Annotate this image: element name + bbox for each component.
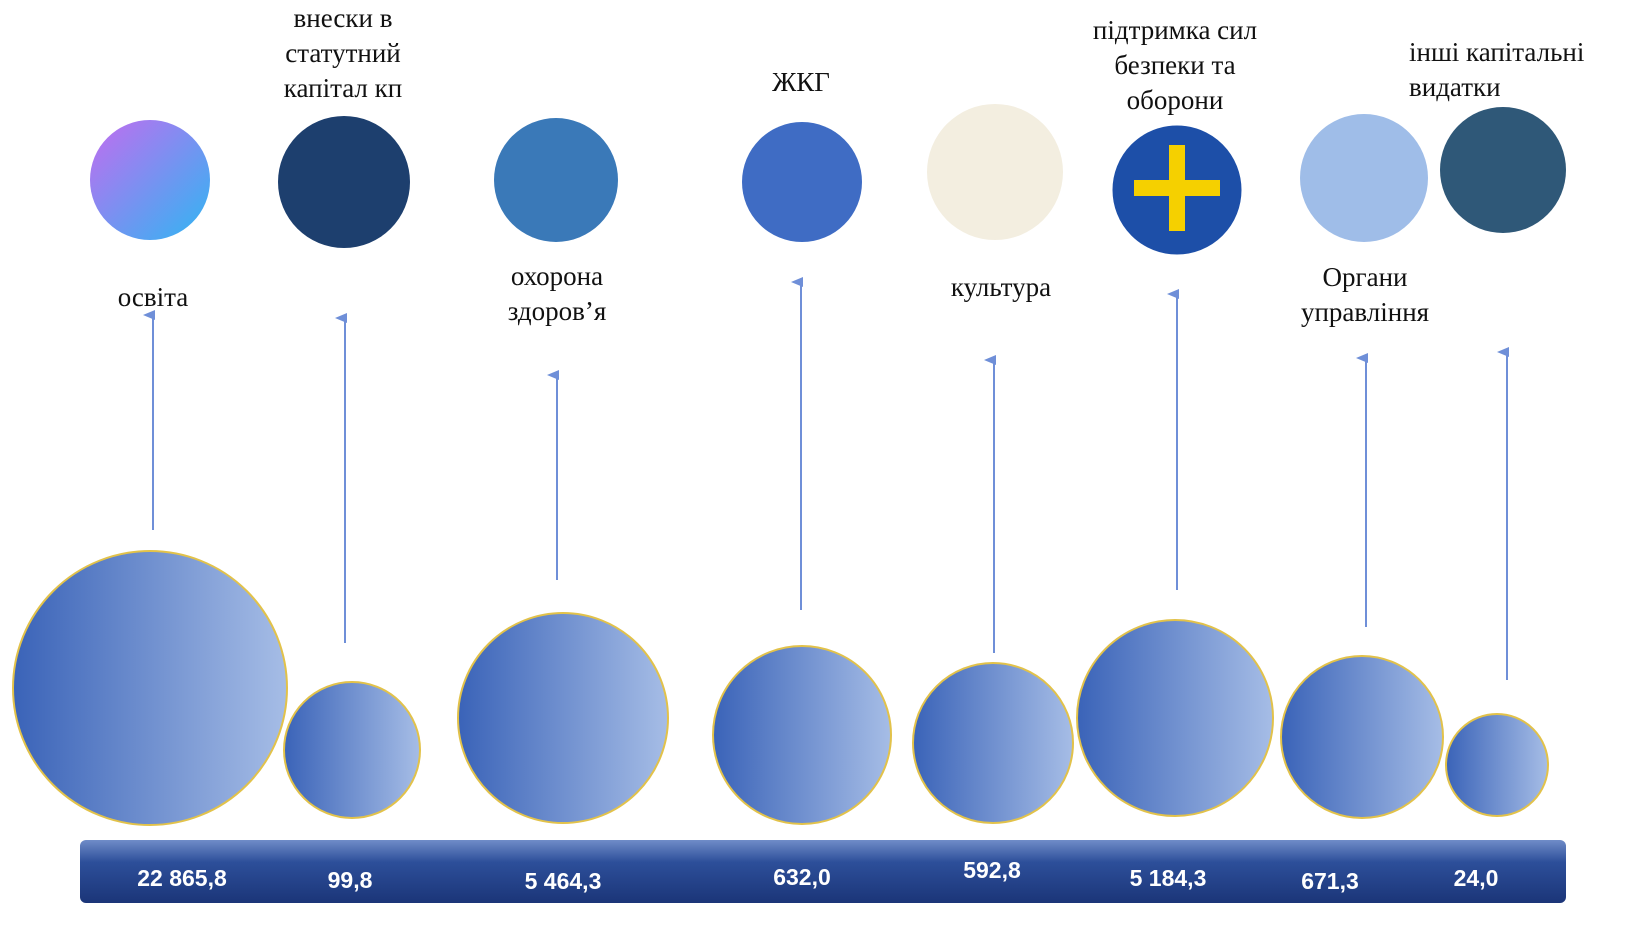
- icon: [278, 116, 410, 248]
- bubble: [458, 613, 668, 823]
- bubble: [1281, 656, 1443, 818]
- category-label: охорона: [511, 261, 603, 291]
- category-label: освіта: [118, 282, 189, 312]
- category-label: культура: [951, 272, 1051, 302]
- category-label: Органи: [1323, 262, 1408, 292]
- category-label: видатки: [1409, 72, 1501, 102]
- bubble: [284, 682, 420, 818]
- category-label: здоров’я: [508, 296, 607, 326]
- value-label: 592,8: [963, 857, 1021, 883]
- icon: [494, 118, 618, 242]
- icon: [1300, 114, 1428, 242]
- category-label: ЖКГ: [772, 67, 830, 97]
- bubble: [13, 551, 287, 825]
- value-label: 99,8: [328, 867, 373, 893]
- value-label: 24,0: [1454, 865, 1499, 891]
- category-label: інші капітальні: [1409, 37, 1584, 67]
- category-label: підтримка сил: [1093, 15, 1257, 45]
- icon: [90, 120, 210, 240]
- bubble: [713, 646, 891, 824]
- category-label: внески в: [294, 3, 393, 33]
- value-label: 5 184,3: [1130, 865, 1207, 891]
- icon: [1440, 107, 1566, 233]
- category-label: безпеки та: [1114, 50, 1235, 80]
- category-label: статутний: [285, 38, 401, 68]
- icon: [927, 104, 1063, 240]
- value-label: 22 865,8: [137, 865, 227, 891]
- infographic: освіта 22 865,8 внески в статутний капітал к…: [0, 0, 1641, 947]
- category-label: оборони: [1127, 85, 1224, 115]
- bubble: [1077, 620, 1273, 816]
- value-label: 632,0: [773, 864, 831, 890]
- bubble: [913, 663, 1073, 823]
- category-label: капітал кп: [284, 73, 402, 103]
- value-label: 5 464,3: [525, 868, 602, 894]
- bubble: [1446, 714, 1548, 816]
- icon: [742, 122, 862, 242]
- category-label: управління: [1301, 297, 1429, 327]
- value-label: 671,3: [1301, 868, 1359, 894]
